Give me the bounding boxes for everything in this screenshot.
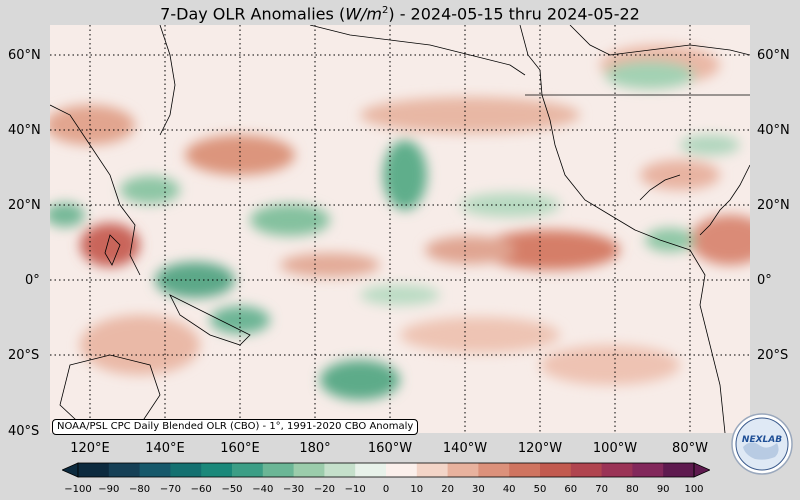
- logo-text: NEXLAB: [742, 435, 782, 445]
- colorbar-segment: [324, 463, 356, 477]
- colorbar-segment: [201, 463, 233, 477]
- lat-label-40n-right: 40°N: [757, 123, 790, 138]
- lon-label-180: 180°: [299, 441, 331, 456]
- lon-label-120e: 120°E: [70, 441, 110, 456]
- lon-label-100w: 100°W: [592, 441, 638, 456]
- colorbar-segment: [355, 463, 387, 477]
- colorbar-segment: [170, 463, 202, 477]
- anomaly-field: [50, 45, 750, 400]
- colorbar-tick-label: −30: [283, 484, 305, 495]
- colorbar-segment: [509, 463, 541, 477]
- colorbar-segment: [601, 463, 633, 477]
- lat-label-20n-left: 20°N: [8, 198, 41, 213]
- colorbar-segment: [293, 463, 325, 477]
- coastlines: [50, 25, 750, 433]
- lat-label-60n-right: 60°N: [757, 48, 790, 63]
- colorbar-segment: [570, 463, 603, 477]
- colorbar-segment: [78, 463, 110, 477]
- colorbar-tick-label: −10: [344, 484, 366, 495]
- colorbar-tick-label: 0: [382, 484, 390, 495]
- colorbar-tick-label: −70: [159, 484, 181, 495]
- lat-label-20n-right: 20°N: [757, 198, 790, 213]
- colorbar-tick-label: 60: [564, 484, 578, 495]
- colorbar-segment: [478, 463, 510, 477]
- colorbar-tick-label: 100: [684, 484, 704, 495]
- colorbar-tick-label: −60: [190, 484, 212, 495]
- lat-label-20s-right: 20°S: [757, 348, 789, 363]
- colorbar-tick-label: −50: [221, 484, 243, 495]
- colorbar-tick-label: 10: [410, 484, 424, 495]
- lat-label-eq-right: 0°: [757, 273, 772, 288]
- colorbar-tick-label: 40: [502, 484, 516, 495]
- colorbar-segment: [386, 463, 418, 477]
- colorbar-extend-high: [693, 462, 710, 478]
- lon-label-120w: 120°W: [517, 441, 563, 456]
- lon-label-80w: 80°W: [672, 441, 708, 456]
- colorbar-segment: [447, 463, 479, 477]
- colorbar-tick-label: 70: [595, 484, 608, 495]
- colorbar-segment: [139, 463, 171, 477]
- colorbar: [62, 462, 710, 478]
- colorbar-extend-low: [62, 462, 79, 478]
- colorbar-segment: [416, 463, 449, 477]
- lon-label-140e: 140°E: [145, 441, 185, 456]
- colorbar-tick-label: 30: [472, 484, 485, 495]
- lat-label-40s-left: 40°S: [8, 424, 40, 439]
- colorbar-segment: [663, 463, 695, 477]
- lat-label-60n-left: 60°N: [8, 48, 41, 63]
- colorbar-tick-label: 20: [441, 484, 454, 495]
- colorbar-tick-label: −80: [129, 484, 151, 495]
- colorbar-tick-label: −20: [313, 484, 335, 495]
- colorbar-tick-label: −40: [252, 484, 274, 495]
- colorbar-tick-label: 90: [656, 484, 670, 495]
- colorbar-segment: [232, 463, 264, 477]
- graticule: [50, 25, 750, 433]
- lat-label-20s-left: 20°S: [8, 348, 40, 363]
- colorbar-tick-label: 50: [533, 484, 547, 495]
- map-title: 7-Day OLR Anomalies (W/m2) - 2024-05-15 …: [160, 4, 640, 24]
- colorbar-tick-label: 80: [626, 484, 639, 495]
- colorbar-tick-label: −100: [64, 484, 92, 495]
- colorbar-tick-label: −90: [98, 484, 120, 495]
- colorbar-segment: [108, 463, 141, 477]
- colorbar-segment: [540, 463, 572, 477]
- nexlab-logo: NEXLAB: [731, 413, 793, 475]
- data-source-credit: NOAA/PSL CPC Daily Blended OLR (CBO) - 1…: [52, 419, 419, 435]
- lon-label-160w: 160°W: [367, 441, 413, 456]
- olr-anomaly-map: [50, 25, 750, 433]
- lon-label-160e: 160°E: [220, 441, 260, 456]
- colorbar-segment: [632, 463, 664, 477]
- colorbar-frame: [77, 462, 695, 478]
- colorbar-segment: [262, 463, 295, 477]
- lat-label-eq-left: 0°: [25, 273, 40, 288]
- lon-label-140w: 140°W: [442, 441, 488, 456]
- lat-label-40n-left: 40°N: [8, 123, 41, 138]
